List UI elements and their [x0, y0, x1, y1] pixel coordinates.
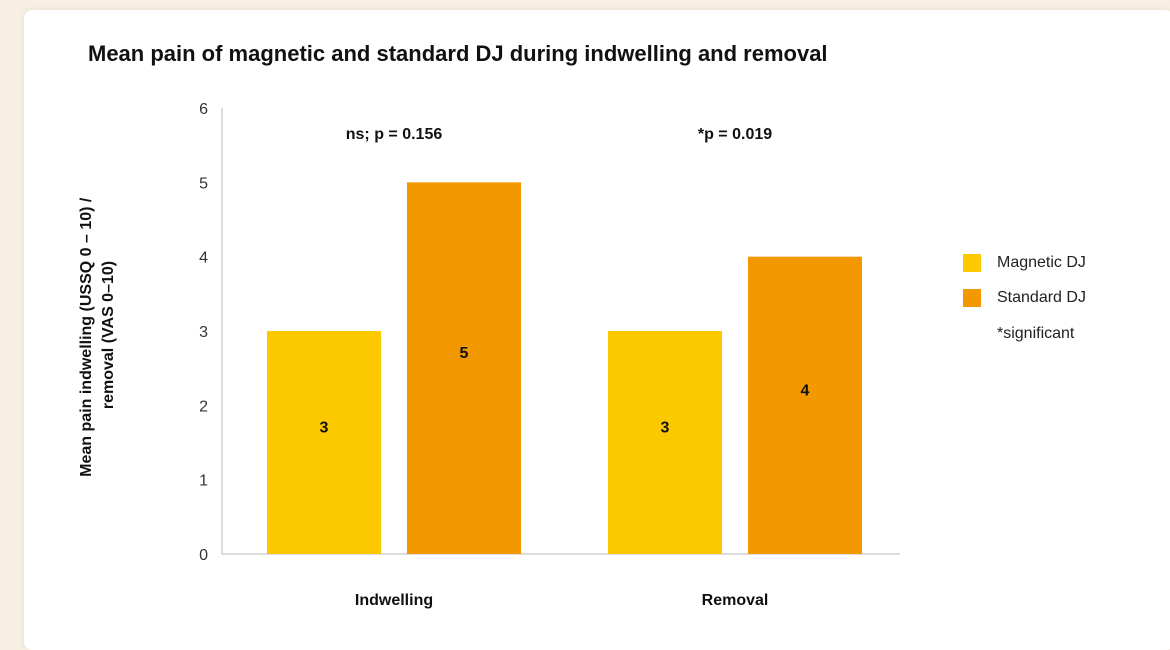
y-tick-label: 0: [199, 547, 208, 564]
legend-swatch-standard: [963, 289, 981, 307]
bar-value-label: 3: [320, 420, 329, 437]
bar: [748, 256, 862, 554]
chart-labels: Indwelling 3 5 ns; p = 0.156 Removal 3 4 *p = 0…: [320, 126, 810, 609]
chart-bars: [267, 182, 862, 555]
chart-title: Mean pain of magnetic and standard DJ du…: [88, 41, 828, 66]
significance-annotation: ns; p = 0.156: [346, 126, 443, 143]
y-tick-label: 2: [199, 398, 208, 415]
bar-value-label: 5: [460, 345, 469, 362]
bar: [267, 331, 381, 554]
y-tick-label: 5: [199, 175, 208, 192]
legend-label-standard: Standard DJ: [997, 289, 1086, 306]
chart-legend: Magnetic DJ Standard DJ *significant: [963, 252, 1086, 343]
y-axis-label-line1: Mean pain indwelling (USSQ 0 – 10) /: [78, 197, 95, 477]
significance-annotation: *p = 0.019: [698, 126, 772, 143]
x-category-label: Removal: [702, 592, 769, 609]
bar-value-label: 3: [661, 420, 670, 437]
y-axis-label: Mean pain indwelling (USSQ 0 – 10) / rem…: [78, 193, 117, 477]
bar: [407, 182, 521, 555]
y-tick-label: 6: [199, 101, 208, 118]
y-tick-label: 1: [199, 473, 208, 490]
legend-label-magnetic: Magnetic DJ: [997, 254, 1086, 271]
chart-card: [24, 10, 1170, 650]
bar: [608, 331, 722, 554]
x-category-label: Indwelling: [355, 592, 433, 609]
legend-swatch-magnetic: [963, 254, 981, 272]
y-tick-label: 4: [199, 250, 208, 267]
y-axis-label-line2: removal (VAS 0–10): [100, 261, 117, 409]
legend-item-standard: Standard DJ: [963, 287, 1086, 309]
y-tick-label: 3: [199, 324, 208, 341]
bar-value-label: 4: [801, 382, 810, 399]
significance-note: *significant: [997, 325, 1075, 342]
legend-item-magnetic: Magnetic DJ: [963, 252, 1086, 274]
